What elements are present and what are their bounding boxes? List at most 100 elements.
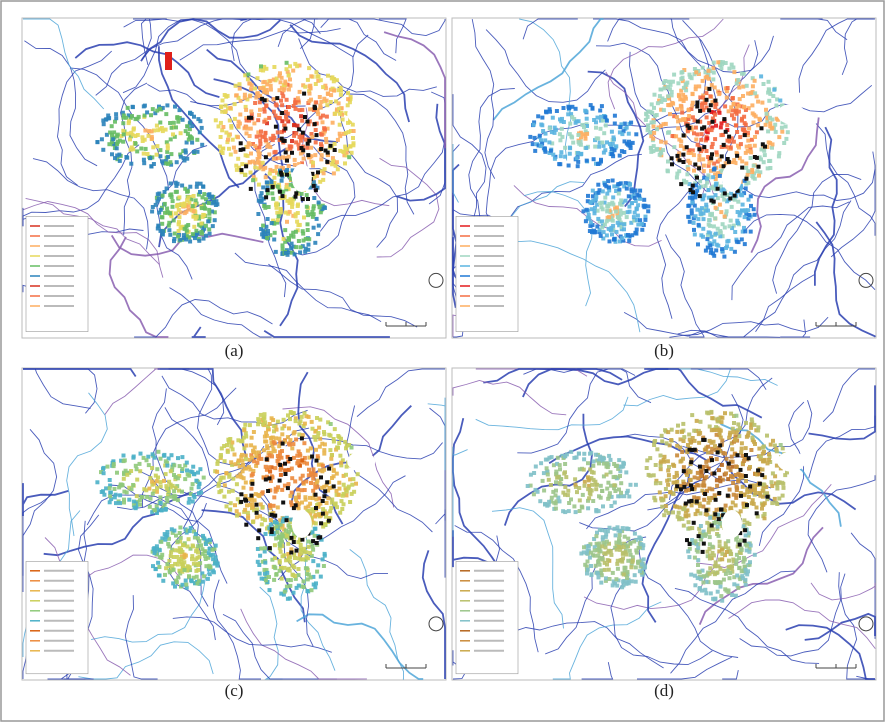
density-cell: [701, 480, 706, 485]
density-cell: [270, 138, 275, 143]
density-cell: [184, 566, 189, 571]
density-cell: [206, 201, 211, 205]
density-cell: [314, 100, 319, 105]
density-cell: [290, 197, 295, 202]
density-cell: [287, 525, 292, 530]
density-cell: [288, 555, 293, 560]
density-cell: [245, 97, 250, 102]
density-cell: [706, 163, 711, 168]
density-cell: [528, 472, 533, 477]
density-cell: [131, 126, 136, 131]
density-cell: [314, 70, 319, 75]
density-cell: [331, 474, 336, 479]
density-cell: [174, 183, 179, 188]
density-cell: [311, 509, 316, 514]
density-cell: [284, 584, 289, 589]
density-cell: [706, 530, 711, 535]
density-cell: [720, 194, 725, 198]
density-cell: [191, 194, 196, 198]
density-cell: [711, 251, 715, 256]
density-cell: [214, 199, 219, 204]
density-cell: [291, 104, 296, 108]
density-cell: [258, 412, 263, 417]
density-cell: [612, 184, 617, 189]
density-cell: [732, 414, 736, 418]
density-cell: [236, 124, 241, 128]
site-marker: [726, 159, 731, 164]
density-cell: [585, 124, 589, 128]
density-cell: [168, 554, 173, 559]
density-cell: [748, 489, 753, 494]
density-cell: [573, 120, 578, 125]
density-cell: [686, 482, 691, 487]
density-cell: [234, 93, 239, 98]
density-cell: [267, 171, 272, 176]
density-cell: [156, 449, 161, 454]
density-cell: [191, 493, 196, 498]
site-marker: [267, 546, 272, 551]
density-cell: [578, 152, 583, 157]
density-cell: [613, 489, 618, 493]
density-cell: [756, 454, 761, 459]
density-cell: [216, 483, 221, 488]
density-cell: [744, 144, 749, 149]
density-cell: [192, 535, 197, 540]
density-cell: [180, 467, 185, 471]
density-cell: [268, 233, 273, 238]
density-cell: [320, 120, 325, 125]
density-cell: [531, 492, 536, 497]
density-cell: [689, 211, 694, 216]
density-cell: [641, 203, 646, 208]
density-cell: [203, 553, 208, 558]
density-cell: [630, 558, 635, 563]
density-cell: [569, 112, 574, 117]
density-cell: [734, 239, 739, 244]
blank-area: [347, 451, 376, 472]
density-cell: [696, 217, 701, 222]
density-cell: [176, 119, 181, 124]
road: [607, 18, 724, 110]
density-cell: [223, 103, 228, 108]
density-cell: [344, 489, 349, 494]
density-cell: [696, 546, 701, 550]
density-cell: [300, 118, 305, 123]
density-cell: [713, 231, 718, 236]
density-cell: [734, 237, 739, 242]
road: [231, 18, 354, 62]
density-cell: [600, 535, 605, 540]
density-cell: [728, 218, 733, 223]
density-cell: [554, 472, 559, 476]
density-cell: [282, 128, 286, 133]
density-cell: [713, 597, 718, 601]
density-cell: [610, 232, 614, 237]
density-cell: [153, 473, 158, 478]
density-cell: [602, 567, 607, 572]
density-cell: [727, 487, 732, 492]
density-cell: [707, 556, 712, 561]
density-cell: [596, 182, 601, 187]
density-cell: [725, 568, 730, 573]
density-cell: [306, 122, 311, 127]
density-cell: [615, 211, 620, 216]
density-cell: [288, 77, 292, 82]
density-cell: [621, 572, 626, 577]
density-cell: [290, 572, 295, 577]
density-cell: [592, 209, 597, 213]
density-cell: [617, 182, 622, 186]
density-cell: [750, 76, 755, 81]
density-cell: [215, 202, 220, 207]
density-cell: [576, 159, 581, 164]
density-cell: [774, 463, 779, 468]
density-cell: [690, 92, 695, 97]
density-cell: [269, 440, 274, 445]
density-cell: [190, 557, 194, 562]
density-cell: [627, 204, 632, 209]
density-cell: [269, 180, 274, 185]
density-cell: [573, 510, 578, 515]
density-cell: [294, 585, 299, 590]
density-cell: [298, 138, 303, 143]
density-cell: [561, 120, 566, 124]
density-cell: [95, 480, 100, 485]
density-cell: [680, 450, 685, 454]
density-cell: [559, 150, 564, 155]
